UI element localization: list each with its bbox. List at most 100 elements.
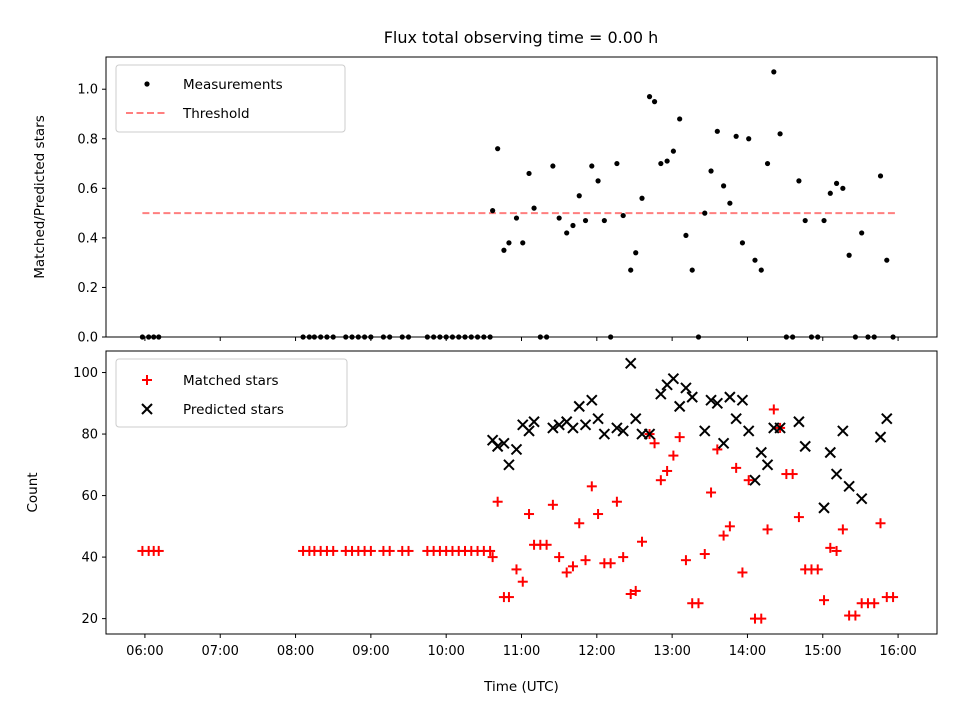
matched-star-point (706, 487, 717, 498)
measurement-point (746, 136, 752, 142)
predicted-star-point (673, 400, 686, 413)
measurement-point (614, 160, 620, 167)
measurement-point (564, 230, 570, 236)
measurement-point (752, 257, 758, 263)
predicted-star-point (818, 502, 830, 514)
x-b (874, 431, 887, 443)
matched-star-point (153, 545, 164, 556)
legend-label-predicted: Predicted stars (183, 402, 284, 418)
x-b (573, 400, 585, 413)
predicted-star-point (793, 416, 805, 428)
measurement-point (677, 116, 683, 122)
predicted-star-point (579, 419, 592, 431)
measurement-point (526, 170, 532, 177)
matched-star-point (718, 530, 729, 541)
measurement-point (639, 195, 645, 201)
measurement-point (833, 180, 840, 186)
x-tick-label: 14:00 (729, 644, 766, 659)
matched-star-point (825, 542, 836, 553)
y-tick-label: 80 (81, 428, 98, 443)
predicted-star-point (824, 446, 837, 459)
x-b (643, 428, 656, 440)
matched-star-point (831, 545, 842, 556)
x-tick-label: 16:00 (879, 644, 916, 659)
x-b (592, 412, 604, 425)
x-b (749, 474, 761, 486)
predicted-star-point (573, 400, 585, 413)
predicted-star-point (699, 425, 711, 437)
measurement-point (513, 215, 520, 221)
x-b (655, 388, 667, 400)
x-tick-label: 12:00 (578, 644, 615, 659)
measurement-point (777, 131, 783, 137)
x-b (547, 422, 559, 434)
measurement-point (646, 94, 653, 100)
matched-star-point (365, 545, 376, 556)
x-b (625, 357, 637, 370)
matched-star-point (756, 613, 767, 624)
measurement-point (556, 215, 562, 221)
predicted-star-point (799, 440, 811, 453)
measurement-point (821, 217, 827, 224)
measurement-point (827, 190, 833, 196)
x-axis-label: Time (UTC) (483, 679, 559, 695)
x-b (799, 440, 811, 453)
measurement-point (846, 252, 852, 258)
x-b (491, 440, 504, 453)
matched-star-point (637, 536, 648, 547)
matched-star-point (693, 598, 704, 609)
x-b (611, 422, 623, 434)
measurement-point (550, 163, 556, 169)
predicted-star-point (667, 372, 680, 385)
predicted-star-point (711, 397, 724, 410)
predicted-star-point (598, 428, 611, 440)
x-tick-label: 08:00 (277, 644, 314, 659)
x-b (755, 446, 767, 459)
predicted-star-point (736, 394, 749, 406)
measurement-point (490, 208, 496, 214)
x-b (523, 425, 535, 437)
x-b (724, 391, 736, 403)
matched-star-point (787, 469, 798, 480)
x-b (774, 422, 786, 434)
matched-star-point (630, 585, 641, 596)
matched-star-point (384, 545, 395, 556)
x-b (730, 412, 742, 425)
measurement-point (727, 200, 733, 206)
predicted-star-point (774, 422, 786, 434)
x-b (510, 443, 523, 456)
predicted-star-point (724, 391, 736, 403)
measurement-point (520, 240, 526, 246)
matched-star-point (625, 589, 636, 600)
x-b (528, 416, 540, 428)
y-tick-label: 0.4 (77, 231, 98, 246)
x-b (579, 419, 592, 431)
measurement-point (796, 178, 802, 184)
measurement-point (683, 232, 689, 239)
x-b (705, 394, 717, 406)
legend-label-threshold: Threshold (182, 106, 250, 122)
predicted-star-point (630, 412, 642, 425)
x-b (686, 391, 698, 403)
measurement-point (506, 240, 512, 246)
x-tick-label: 06:00 (126, 644, 163, 659)
predicted-star-point (617, 425, 629, 437)
measurement-point (702, 210, 708, 216)
matched-star-point (699, 549, 710, 560)
matched-star-point (618, 552, 629, 563)
matched-star-point (593, 509, 604, 520)
matched-star-point (837, 524, 848, 535)
y-tick-label: 0.6 (77, 182, 98, 197)
matched-star-point (793, 512, 804, 523)
x-tick-label: 11:00 (503, 644, 540, 659)
x-b (881, 412, 893, 425)
legend-label-matched: Matched stars (183, 373, 279, 389)
x-b (711, 397, 724, 410)
matched-star-point (574, 518, 585, 529)
matched-star-point (649, 438, 660, 449)
measurement-point (689, 267, 695, 273)
measurement-point (721, 183, 727, 189)
matched-star-point (524, 509, 535, 520)
matched-star-point (580, 555, 591, 566)
measurement-point (758, 267, 764, 273)
